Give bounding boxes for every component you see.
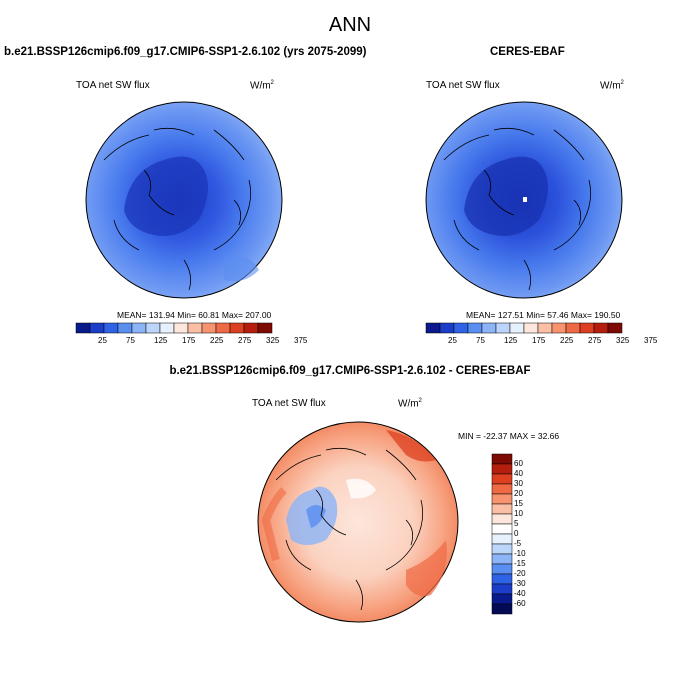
- colorbar-swatch: [145, 322, 161, 334]
- colorbar-tick-label: -5: [514, 539, 522, 548]
- colorbar-tick-label: 40: [514, 469, 523, 478]
- obs-stats: MEAN= 127.51 Min= 57.46 Max= 190.50: [466, 310, 621, 320]
- colorbar-tick-label: 25: [448, 336, 457, 345]
- colorbar-swatch: [491, 563, 513, 575]
- colorbar-swatch: [491, 483, 513, 495]
- colorbar-tick-label: -60: [514, 599, 526, 608]
- colorbar-swatch: [593, 322, 609, 334]
- colorbar-swatch: [491, 503, 513, 515]
- obs-panel-title: CERES-EBAF: [490, 46, 565, 58]
- colorbar-tick-label: 30: [514, 479, 523, 488]
- model-colorbar-labels: 25 75 125 175 225 275 325 375: [76, 336, 307, 348]
- colorbar-tick-label: 75: [126, 336, 135, 345]
- colorbar-tick-label: 125: [154, 336, 168, 345]
- obs-variable-label: TOA net SW flux: [426, 80, 500, 91]
- colorbar-tick-label: -10: [514, 549, 526, 558]
- model-stats: MEAN= 131.94 Min= 60.81 Max= 207.00: [117, 310, 272, 320]
- colorbar-swatch: [243, 322, 259, 334]
- colorbar-tick-label: 325: [266, 336, 280, 345]
- colorbar-tick-label: -40: [514, 589, 526, 598]
- colorbar-swatch: [491, 473, 513, 485]
- colorbar-tick-label: -30: [514, 579, 526, 588]
- colorbar-swatch: [159, 322, 175, 334]
- colorbar-swatch: [491, 583, 513, 595]
- colorbar-tick-label: 375: [294, 336, 308, 345]
- colorbar-swatch: [425, 322, 441, 334]
- colorbar-swatch: [537, 322, 553, 334]
- colorbar-tick-label: 275: [588, 336, 602, 345]
- colorbar-tick-label: 25: [98, 336, 107, 345]
- colorbar-tick-label: 125: [504, 336, 518, 345]
- colorbar-swatch: [491, 523, 513, 535]
- colorbar-tick-label: 225: [560, 336, 574, 345]
- colorbar-tick-label: 225: [210, 336, 224, 345]
- colorbar-swatch: [229, 322, 245, 334]
- colorbar-swatch: [491, 493, 513, 505]
- colorbar-swatch: [491, 593, 513, 605]
- model-panel-title: b.e21.BSSP126cmip6.f09_g17.CMIP6-SSP1-2.…: [4, 46, 367, 58]
- colorbar-swatch: [173, 322, 189, 334]
- model-units: W/m2: [250, 80, 274, 92]
- diff-variable-label: TOA net SW flux: [252, 398, 326, 409]
- colorbar-swatch: [491, 573, 513, 585]
- colorbar-swatch: [491, 603, 513, 615]
- colorbar-swatch: [467, 322, 483, 334]
- colorbar-tick-label: 5: [514, 519, 519, 528]
- diff-stats: MIN = -22.37 MAX = 32.66: [458, 431, 560, 441]
- colorbar-swatch: [491, 543, 513, 555]
- colorbar-swatch: [491, 453, 513, 465]
- colorbar-tick-label: -20: [514, 569, 526, 578]
- colorbar-tick-label: 75: [476, 336, 485, 345]
- diff-units: W/m2: [398, 398, 422, 410]
- colorbar-swatch: [439, 322, 455, 334]
- colorbar-swatch: [117, 322, 133, 334]
- diff-polar-map: [257, 421, 459, 623]
- colorbar-swatch: [89, 322, 105, 334]
- colorbar-swatch: [257, 322, 273, 334]
- colorbar-tick-label: 375: [644, 336, 658, 345]
- colorbar-swatch: [103, 322, 119, 334]
- model-colorbar: [75, 322, 273, 334]
- colorbar-swatch: [579, 322, 595, 334]
- colorbar-tick-label: 15: [514, 499, 523, 508]
- colorbar-swatch: [491, 463, 513, 475]
- colorbar-tick-label: 20: [514, 489, 523, 498]
- diff-panel-title: b.e21.BSSP126cmip6.f09_g17.CMIP6-SSP1-2.…: [169, 365, 531, 377]
- obs-colorbar: [425, 322, 623, 334]
- colorbar-swatch: [491, 513, 513, 525]
- colorbar-swatch: [495, 322, 511, 334]
- colorbar-swatch: [187, 322, 203, 334]
- model-polar-map: [85, 101, 283, 299]
- colorbar-swatch: [607, 322, 623, 334]
- colorbar-tick-label: 175: [532, 336, 546, 345]
- colorbar-tick-label: 275: [238, 336, 252, 345]
- colorbar-tick-label: 175: [182, 336, 196, 345]
- colorbar-tick-label: 325: [616, 336, 630, 345]
- colorbar-swatch: [215, 322, 231, 334]
- colorbar-tick-label: -15: [514, 559, 526, 568]
- colorbar-tick-label: 10: [514, 509, 523, 518]
- colorbar-swatch: [491, 553, 513, 565]
- colorbar-swatch: [523, 322, 539, 334]
- colorbar-swatch: [509, 322, 525, 334]
- obs-units: W/m2: [600, 80, 624, 92]
- colorbar-swatch: [551, 322, 567, 334]
- diff-colorbar-labels: 60 40 30 20 15 10 5 0 -5 -10 -15 -20 -30 -40 -60: [514, 454, 544, 614]
- colorbar-swatch: [491, 533, 513, 545]
- model-variable-label: TOA net SW flux: [76, 80, 150, 91]
- colorbar-tick-label: 0: [514, 529, 519, 538]
- colorbar-swatch: [75, 322, 91, 334]
- colorbar-swatch: [201, 322, 217, 334]
- colorbar-swatch: [481, 322, 497, 334]
- colorbar-swatch: [565, 322, 581, 334]
- colorbar-swatch: [453, 322, 469, 334]
- obs-polar-map: [425, 101, 623, 299]
- main-title: ANN: [328, 14, 372, 36]
- obs-colorbar-labels: 25 75 125 175 225 275 325 375: [426, 336, 657, 348]
- colorbar-swatch: [131, 322, 147, 334]
- colorbar-tick-label: 60: [514, 459, 523, 468]
- diff-colorbar: [491, 453, 513, 615]
